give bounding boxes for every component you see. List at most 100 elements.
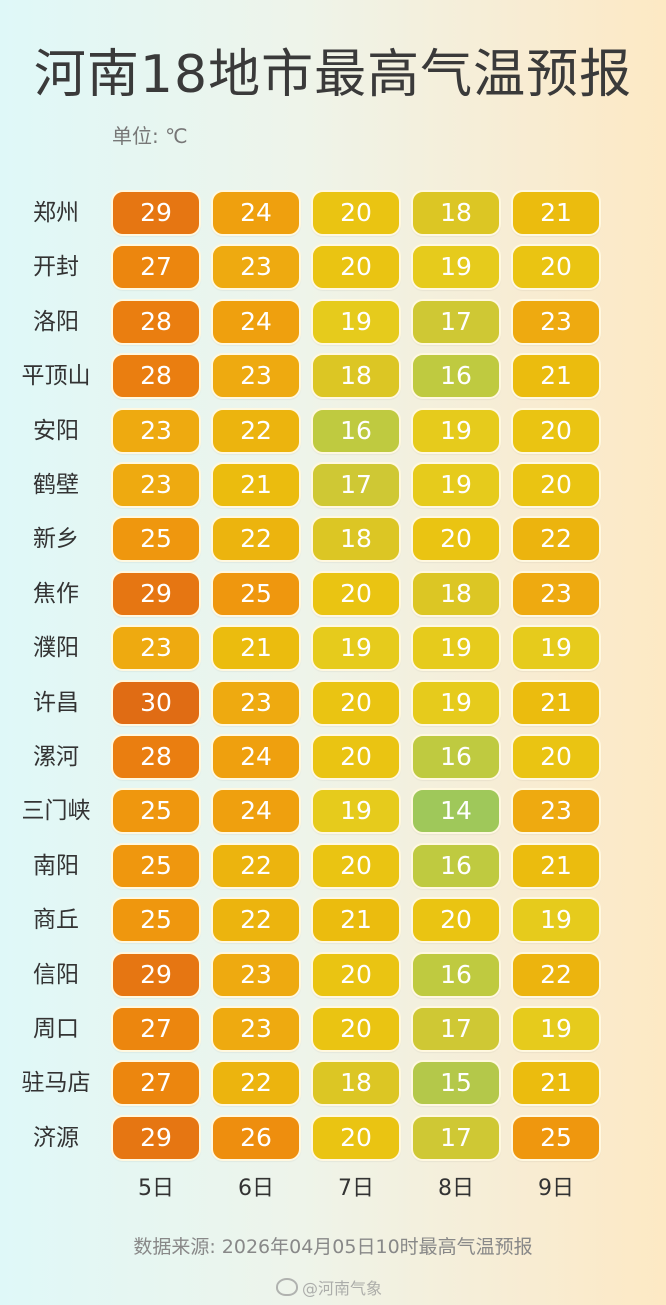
temperature-cell: 18 (311, 1060, 401, 1106)
temperature-cell: 17 (411, 299, 501, 345)
watermark-text: @河南气象 (302, 1279, 383, 1298)
temperature-cell: 19 (311, 625, 401, 671)
day-label: 8日 (438, 1176, 474, 1201)
temperature-cell: 26 (211, 1115, 301, 1161)
temperature-cell: 22 (211, 897, 301, 943)
temperature-cell: 27 (111, 1060, 201, 1106)
temperature-cell: 14 (411, 788, 501, 834)
temperature-cell: 28 (111, 353, 201, 399)
temperature-cell: 19 (311, 788, 401, 834)
temperature-cell: 21 (511, 353, 601, 399)
unit-label: 单位: ℃ (112, 124, 188, 148)
temperature-cell: 25 (111, 897, 201, 943)
temperature-cell: 25 (111, 843, 201, 889)
chart-title: 河南18地市最高气温预报 (33, 45, 633, 105)
temperature-cell: 24 (211, 299, 301, 345)
temperature-cell: 20 (411, 516, 501, 562)
temperature-cell: 19 (511, 897, 601, 943)
temperature-cell: 22 (511, 952, 601, 998)
city-label: 安阳 (33, 418, 79, 444)
temperature-cell: 23 (511, 571, 601, 617)
temperature-cell: 18 (311, 516, 401, 562)
temperature-cell: 23 (111, 625, 201, 671)
temperature-cell: 24 (211, 734, 301, 780)
city-label: 郑州 (33, 200, 79, 226)
temperature-cell: 30 (111, 680, 201, 726)
temperature-cell: 28 (111, 299, 201, 345)
temperature-cell: 17 (411, 1115, 501, 1161)
temperature-cell: 27 (111, 244, 201, 290)
city-label: 商丘 (33, 907, 79, 933)
temperature-cell: 23 (111, 462, 201, 508)
day-label: 7日 (338, 1176, 374, 1201)
temperature-cell: 16 (311, 408, 401, 454)
temperature-cell: 25 (211, 571, 301, 617)
city-label: 焦作 (33, 581, 79, 607)
temperature-cell: 24 (211, 190, 301, 236)
temperature-cell: 18 (311, 353, 401, 399)
city-label: 南阳 (33, 853, 79, 879)
temperature-cell: 22 (211, 516, 301, 562)
temperature-cell: 20 (311, 190, 401, 236)
city-label: 许昌 (33, 690, 79, 716)
day-label: 9日 (538, 1176, 574, 1201)
temperature-cell: 20 (411, 897, 501, 943)
temperature-cell: 23 (211, 1006, 301, 1052)
temperature-cell: 16 (411, 843, 501, 889)
city-label: 新乡 (33, 526, 79, 552)
temperature-cell: 20 (311, 680, 401, 726)
temperature-cell: 18 (411, 571, 501, 617)
temperature-cell: 20 (511, 462, 601, 508)
day-label: 6日 (238, 1176, 274, 1201)
city-label: 济源 (33, 1125, 79, 1151)
city-label: 鹤壁 (33, 472, 79, 498)
temperature-cell: 20 (511, 244, 601, 290)
temperature-cell: 29 (111, 952, 201, 998)
temperature-cell: 20 (311, 244, 401, 290)
temperature-cell: 20 (311, 952, 401, 998)
temperature-cell: 20 (311, 571, 401, 617)
temperature-cell: 20 (511, 408, 601, 454)
temperature-cell: 23 (211, 952, 301, 998)
temperature-cell: 17 (311, 462, 401, 508)
temperature-cell: 29 (111, 571, 201, 617)
city-label: 信阳 (33, 962, 79, 988)
temperature-cell: 21 (211, 625, 301, 671)
city-label: 周口 (33, 1016, 79, 1042)
temperature-cell: 17 (411, 1006, 501, 1052)
temperature-cell: 16 (411, 952, 501, 998)
temperature-cell: 19 (411, 625, 501, 671)
temperature-cell: 18 (411, 190, 501, 236)
temperature-cell: 23 (211, 353, 301, 399)
temperature-cell: 21 (211, 462, 301, 508)
temperature-cell: 22 (211, 843, 301, 889)
temperature-cell: 25 (111, 516, 201, 562)
watermark: @河南气象 (276, 1275, 382, 1299)
temperature-cell: 19 (311, 299, 401, 345)
temperature-cell: 19 (411, 244, 501, 290)
temperature-cell: 16 (411, 734, 501, 780)
temperature-cell: 19 (511, 625, 601, 671)
temperature-cell: 15 (411, 1060, 501, 1106)
temperature-cell: 23 (511, 299, 601, 345)
temperature-cell: 21 (511, 1060, 601, 1106)
temperature-cell: 29 (111, 1115, 201, 1161)
temperature-cell: 23 (211, 244, 301, 290)
temperature-cell: 20 (311, 1115, 401, 1161)
temperature-cell: 22 (511, 516, 601, 562)
day-label: 5日 (138, 1176, 174, 1201)
temperature-cell: 24 (211, 788, 301, 834)
temperature-cell: 25 (511, 1115, 601, 1161)
temperature-cell: 23 (111, 408, 201, 454)
temperature-cell: 20 (311, 1006, 401, 1052)
temperature-cell: 21 (511, 190, 601, 236)
temperature-cell: 22 (211, 1060, 301, 1106)
temperature-cell: 19 (411, 408, 501, 454)
temperature-cell: 20 (311, 843, 401, 889)
temperature-cell: 19 (411, 462, 501, 508)
city-label: 三门峡 (21, 798, 91, 824)
temperature-cell: 22 (211, 408, 301, 454)
temperature-cell: 21 (311, 897, 401, 943)
temperature-cell: 19 (511, 1006, 601, 1052)
